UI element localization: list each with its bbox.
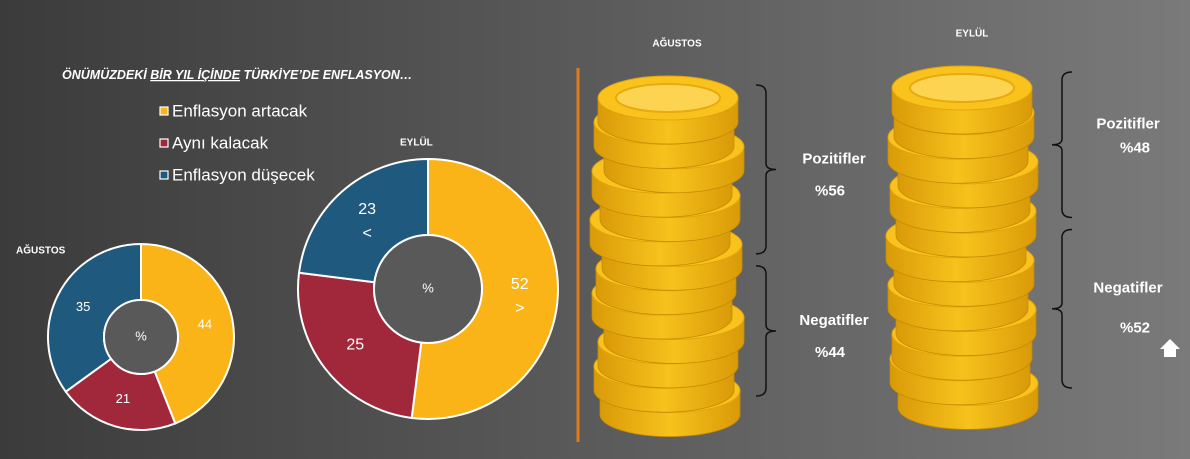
title: ÖNÜMÜZDEKİ BİR YIL İÇİNDE TÜRKİYE’DE ENF…: [62, 67, 412, 82]
title-underlined: BİR YIL İÇİNDE: [150, 67, 240, 82]
title-part: ÖNÜMÜZDEKİ: [62, 67, 148, 82]
coin-face: [909, 73, 1015, 103]
group-value: %56: [815, 182, 845, 199]
up-arrow: [1160, 339, 1180, 357]
legend-label: Enflasyon düşecek: [172, 165, 315, 184]
legend-label: Aynı kalacak: [172, 133, 269, 152]
brace: [1051, 228, 1073, 389]
brace: [1051, 71, 1073, 219]
pie-title: EYLÜL: [400, 136, 433, 149]
data-label: 25: [346, 337, 364, 354]
stack-title: AĞUSTOS: [652, 37, 702, 50]
coin-stacks: [589, 65, 1039, 438]
group-name: Pozitifler: [802, 150, 866, 167]
pie-hole: [103, 299, 179, 375]
brace: [755, 84, 777, 255]
title-part: TÜRKİYE’DE ENFLASYON…: [244, 67, 413, 82]
center-label: %: [135, 328, 147, 343]
data-label: 23: [358, 201, 376, 218]
data-label: 35: [76, 299, 90, 314]
center-label: %: [422, 280, 434, 295]
data-label: 52: [511, 276, 529, 293]
legend-swatch: [159, 106, 169, 116]
annotation: >: [515, 300, 524, 317]
pie-title: AĞUSTOS: [16, 244, 66, 257]
group-value: %52: [1120, 320, 1150, 337]
group-value: %48: [1120, 140, 1150, 157]
data-label: 44: [198, 316, 212, 331]
brace: [755, 265, 777, 397]
pie-hole: [373, 234, 483, 344]
legend-swatch: [159, 170, 169, 180]
stack-title: EYLÜL: [956, 27, 989, 40]
group-value: %44: [815, 344, 846, 361]
group-name: Negatifler: [799, 312, 868, 329]
legend-label: Enflasyon artacak: [172, 101, 308, 120]
group-name: Pozitifler: [1096, 116, 1160, 133]
legend-swatch: [159, 138, 169, 148]
annotation: <: [362, 225, 371, 242]
group-name: Negatifler: [1093, 280, 1162, 297]
coin-face: [615, 83, 721, 113]
data-label: 21: [116, 391, 130, 406]
